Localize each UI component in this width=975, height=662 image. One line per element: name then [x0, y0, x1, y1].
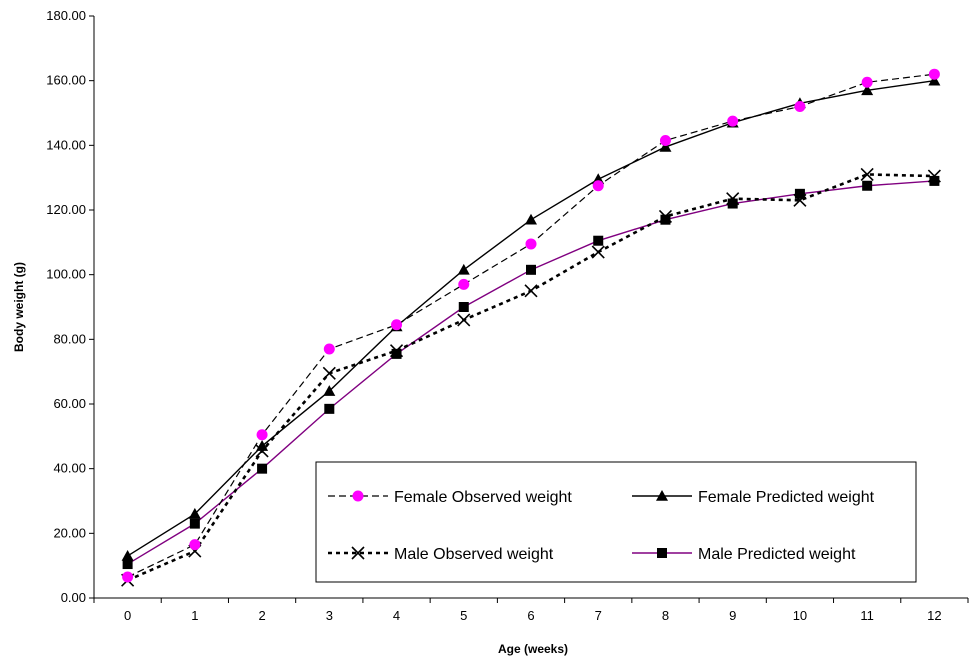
y-tick-label: 60.00: [53, 396, 86, 411]
x-tick-label: 11: [860, 608, 874, 623]
data-point-male-observed-weight: [457, 313, 471, 327]
legend-swatch-marker: [352, 490, 364, 502]
y-axis-title: Body weight (g): [12, 262, 26, 352]
data-point-male-predicted-weight: [122, 559, 133, 570]
legend: Female Observed weight Female Predicted w…: [315, 461, 917, 583]
legend-swatch-marker: [351, 546, 365, 560]
y-tick-label: 0.00: [61, 590, 86, 605]
y-axis-ticks: 0.00 20.00 40.00 60.00 80.00 100.00 120.00 140.…: [46, 8, 94, 605]
data-point-female-predicted-weight: [121, 549, 134, 561]
data-point-female-observed-weight: [122, 571, 134, 583]
series-layer: [121, 68, 941, 587]
data-point-male-observed-weight: [389, 344, 404, 358]
data-point-female-observed-weight: [928, 68, 940, 80]
y-tick-label: 120.00: [46, 202, 86, 217]
x-tick-label: 7: [595, 608, 602, 623]
legend-item-female-observed-weight: Female Observed weight: [328, 489, 572, 506]
x-tick-label: 5: [460, 608, 467, 623]
data-point-male-predicted-weight: [257, 463, 268, 474]
legend-item-male-observed-weight: Male Observed weight: [328, 546, 554, 563]
y-tick-label: 180.00: [46, 8, 86, 23]
axes: [93, 16, 968, 599]
data-point-male-predicted-weight: [929, 175, 940, 186]
data-point-male-observed-weight: [322, 366, 336, 380]
data-point-female-observed-weight: [659, 134, 671, 146]
legend-label: Female Observed weight: [394, 489, 572, 506]
x-tick-label: 1: [191, 608, 198, 623]
data-point-male-predicted-weight: [862, 180, 873, 191]
x-tick-label: 2: [258, 608, 265, 623]
data-point-male-predicted-weight: [458, 302, 469, 312]
data-point-male-predicted-weight: [660, 214, 671, 225]
data-point-male-observed-weight: [591, 245, 605, 259]
data-point-male-observed-weight: [658, 209, 673, 224]
series-male-predicted-weight: [122, 175, 940, 570]
legend-label: Male Observed weight: [394, 546, 554, 563]
data-point-female-observed-weight: [592, 180, 604, 192]
legend-label: Male Predicted weight: [698, 546, 856, 563]
data-point-female-observed-weight: [794, 101, 806, 113]
data-point-male-predicted-weight: [324, 403, 335, 414]
x-tick-label: 0: [124, 608, 131, 623]
data-point-male-predicted-weight: [189, 518, 200, 529]
data-point-male-observed-weight: [726, 192, 740, 206]
data-point-female-predicted-weight: [323, 385, 336, 396]
data-point-female-predicted-weight: [457, 263, 470, 275]
data-point-male-predicted-weight: [593, 235, 604, 246]
legend-label: Female Predicted weight: [698, 489, 875, 506]
data-point-female-observed-weight: [727, 115, 739, 127]
x-axis-title: Age (weeks): [498, 642, 568, 656]
data-point-male-predicted-weight: [391, 348, 402, 359]
series-male-observed-weight: [121, 167, 941, 587]
data-point-female-observed-weight: [861, 76, 873, 88]
legend-item-female-predicted-weight: Female Predicted weight: [632, 489, 875, 506]
y-tick-label: 20.00: [53, 525, 86, 540]
data-point-female-observed-weight: [458, 278, 470, 290]
legend-swatch-marker: [657, 548, 667, 558]
y-tick-label: 40.00: [53, 461, 86, 476]
data-point-female-predicted-weight: [188, 507, 201, 519]
x-tick-label: 4: [393, 608, 400, 623]
data-point-female-predicted-weight: [928, 74, 941, 86]
x-tick-label: 3: [326, 608, 333, 623]
data-point-female-observed-weight: [391, 319, 403, 331]
data-point-female-observed-weight: [256, 429, 268, 441]
data-point-male-observed-weight: [524, 284, 538, 298]
legend-swatch-marker: [656, 490, 668, 501]
y-tick-label: 140.00: [46, 137, 86, 152]
y-tick-label: 160.00: [46, 73, 86, 88]
data-point-male-observed-weight: [860, 167, 874, 181]
x-tick-label: 10: [793, 608, 807, 623]
x-tick-label: 12: [927, 608, 941, 623]
data-point-female-predicted-weight: [525, 213, 537, 225]
data-point-female-observed-weight: [323, 343, 335, 355]
x-axis-ticks: 0 1 2 3 4 5 6 7 8 9 10 11 12: [93, 598, 969, 623]
data-point-male-predicted-weight: [526, 264, 536, 275]
data-point-female-observed-weight: [189, 539, 201, 551]
x-tick-label: 9: [729, 608, 736, 623]
data-point-male-predicted-weight: [794, 188, 805, 199]
data-point-male-observed-weight: [793, 193, 807, 207]
data-point-female-predicted-weight: [861, 84, 874, 96]
data-point-female-predicted-weight: [256, 440, 269, 451]
data-point-female-predicted-weight: [659, 140, 672, 152]
data-point-male-predicted-weight: [727, 198, 738, 209]
y-tick-label: 80.00: [53, 331, 86, 346]
legend-entries: Female Observed weight Female Predicted w…: [328, 489, 875, 563]
data-point-male-observed-weight: [927, 169, 941, 183]
x-tick-label: 6: [527, 608, 534, 623]
x-tick-label: 8: [662, 608, 669, 623]
data-point-male-observed-weight: [255, 444, 269, 458]
legend-box: [315, 461, 917, 583]
y-tick-label: 100.00: [46, 267, 86, 282]
legend-item-male-predicted-weight: Male Predicted weight: [632, 546, 856, 563]
series-female-observed-weight: [122, 68, 940, 583]
data-point-female-observed-weight: [525, 238, 537, 250]
